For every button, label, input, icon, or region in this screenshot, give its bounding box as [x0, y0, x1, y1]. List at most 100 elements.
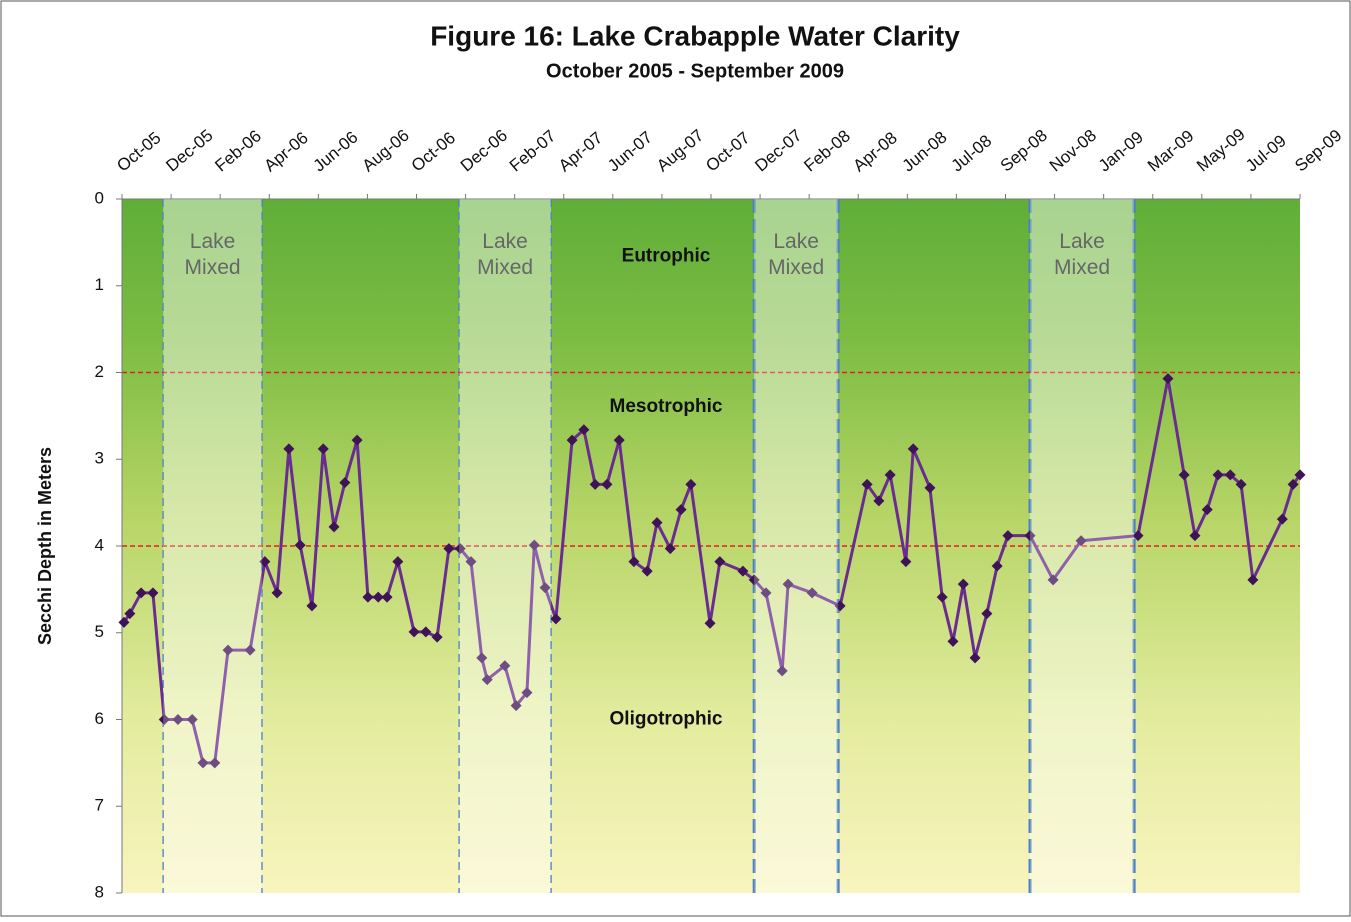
data-point — [1047, 574, 1059, 586]
data-point — [748, 574, 760, 586]
y-tick-label: 6 — [95, 709, 104, 728]
data-point — [124, 608, 136, 620]
data-point — [209, 757, 221, 769]
data-point — [454, 543, 466, 555]
data-point — [294, 539, 306, 551]
data-point — [381, 591, 393, 603]
data-point — [675, 504, 687, 516]
data-point — [539, 582, 551, 594]
data-point — [283, 443, 295, 455]
y-tick-label: 5 — [95, 622, 104, 641]
data-point — [628, 556, 640, 568]
data-point — [135, 587, 147, 599]
data-point — [651, 517, 663, 529]
data-point — [685, 478, 697, 490]
data-point — [476, 652, 488, 664]
data-point — [613, 434, 625, 446]
data-point — [782, 578, 794, 590]
data-point — [186, 714, 198, 725]
data-point — [118, 616, 130, 628]
data-point — [1247, 574, 1259, 586]
y-tick-label: 4 — [95, 535, 104, 554]
data-point — [158, 714, 170, 725]
data-point — [147, 587, 159, 599]
data-point — [392, 556, 404, 568]
zone-label: Eutrophic — [622, 245, 711, 266]
data-point — [704, 617, 716, 629]
mixed-label-box: Lake Mixed — [768, 230, 825, 279]
mixed-label: Lake Mixed — [768, 230, 825, 279]
mixed-label-box: Lake Mixed — [477, 230, 534, 279]
data-point — [362, 591, 374, 603]
zone-label: Oligotrophic — [610, 709, 723, 730]
data-point — [900, 556, 912, 568]
mixed-label-box: Lake Mixed — [1054, 230, 1111, 279]
data-point — [1178, 469, 1190, 481]
data-point — [806, 587, 818, 599]
mixed-label: Lake Mixed — [477, 230, 534, 279]
data-point — [884, 469, 896, 481]
data-point — [566, 434, 578, 446]
y-tick-label: 7 — [95, 796, 104, 815]
data-point — [1162, 373, 1174, 385]
data-point — [589, 478, 601, 490]
data-point — [1002, 530, 1014, 542]
data-point — [957, 578, 969, 590]
data-point — [1075, 535, 1087, 547]
data-point — [873, 495, 885, 507]
y-tick-label: 2 — [95, 362, 104, 381]
data-point — [947, 635, 959, 647]
zone-label: Mesotrophic — [610, 396, 723, 417]
data-point — [1024, 530, 1036, 542]
data-point — [760, 587, 772, 599]
data-point — [339, 477, 351, 489]
y-tick-label: 8 — [95, 882, 104, 901]
data-point — [601, 478, 613, 490]
data-point — [465, 556, 477, 568]
data-point — [1276, 513, 1288, 525]
data-point — [1212, 469, 1224, 481]
data-point — [924, 482, 936, 494]
data-point — [306, 600, 318, 612]
chart-subtitle: October 2005 - September 2009 — [546, 60, 844, 82]
data-point — [528, 539, 540, 551]
data-point — [420, 626, 432, 638]
data-point — [443, 543, 455, 555]
data-point — [271, 587, 283, 599]
y-tick-label: 1 — [95, 275, 104, 294]
data-point — [259, 556, 271, 568]
data-point — [222, 644, 234, 656]
data-point — [317, 443, 329, 455]
data-point — [1287, 478, 1299, 490]
data-point — [641, 565, 653, 577]
data-point — [1235, 478, 1247, 490]
data-point — [372, 591, 384, 603]
data-point — [431, 631, 443, 643]
data-point — [861, 478, 873, 490]
data-point — [936, 591, 948, 603]
data-point — [521, 687, 533, 699]
mixed-label: Lake Mixed — [1054, 230, 1111, 279]
data-point — [510, 700, 522, 712]
data-point — [834, 600, 846, 612]
y-tick-label: 0 — [95, 188, 104, 207]
data-point — [991, 560, 1003, 572]
y-tick-label: 3 — [95, 449, 104, 468]
data-point — [244, 644, 256, 656]
data-point — [1132, 530, 1144, 542]
data-point — [1189, 530, 1201, 542]
chart-title: Figure 16: Lake Crabapple Water Clarity — [430, 20, 960, 51]
data-point — [408, 626, 420, 638]
data-point — [550, 613, 562, 625]
data-point — [1294, 469, 1306, 481]
data-point — [1201, 504, 1213, 516]
mixed-label-box: Lake Mixed — [185, 230, 241, 279]
data-point — [328, 521, 340, 533]
data-point — [197, 757, 209, 769]
data-point — [172, 714, 184, 725]
data-point — [969, 652, 981, 664]
y-axis-label: Secchi Depth in Meters — [35, 447, 55, 645]
data-point — [714, 556, 726, 568]
data-point — [351, 434, 363, 446]
